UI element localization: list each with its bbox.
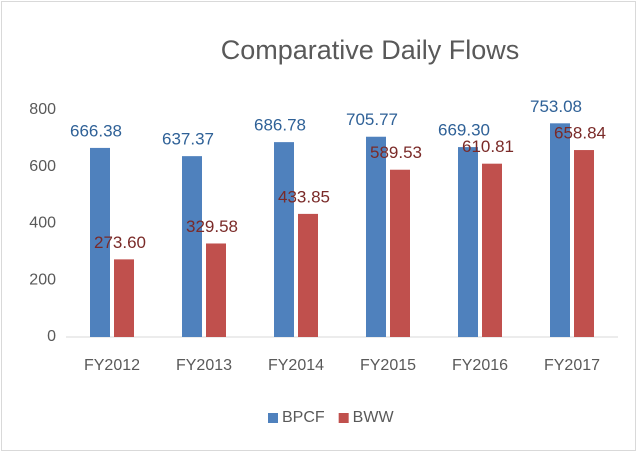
legend-label: BWW [353, 409, 395, 426]
value-label: 637.37 [162, 130, 214, 149]
value-label: 686.78 [254, 116, 306, 135]
value-label: 753.08 [530, 97, 582, 116]
value-label: 610.81 [462, 137, 514, 156]
bar [206, 243, 226, 337]
value-label: 669.30 [438, 121, 490, 140]
bar [182, 156, 202, 337]
bar [482, 163, 502, 337]
value-label: 666.38 [70, 121, 122, 140]
bar [274, 142, 294, 337]
value-label: 658.84 [554, 124, 606, 143]
legend-label: BPCF [282, 409, 325, 426]
bar [458, 147, 478, 337]
y-tick-label: 0 [47, 328, 56, 345]
x-tick-label: FY2012 [84, 357, 140, 374]
y-tick-label: 600 [29, 158, 56, 175]
value-label: 705.77 [346, 110, 398, 129]
x-tick-label: FY2016 [452, 357, 508, 374]
value-label: 329.58 [186, 217, 238, 236]
x-tick-label: FY2014 [268, 357, 324, 374]
y-tick-label: 400 [29, 215, 56, 232]
y-tick-label: 200 [29, 271, 56, 288]
value-label: 273.60 [94, 233, 146, 252]
bar [366, 136, 386, 337]
bar [298, 213, 318, 337]
bar [114, 259, 134, 337]
x-tick-label: FY2017 [544, 357, 600, 374]
legend-swatch [338, 413, 349, 423]
value-label: 589.53 [370, 143, 422, 162]
bar [574, 150, 594, 337]
legend-swatch [268, 413, 278, 423]
bar [390, 169, 410, 337]
bar [90, 147, 110, 337]
value-label: 433.85 [278, 187, 330, 206]
bar [550, 123, 570, 337]
x-tick-label: FY2015 [360, 357, 416, 374]
chart-title: Comparative Daily Flows [221, 35, 520, 65]
x-tick-label: FY2013 [176, 357, 232, 374]
y-tick-label: 800 [29, 101, 56, 118]
